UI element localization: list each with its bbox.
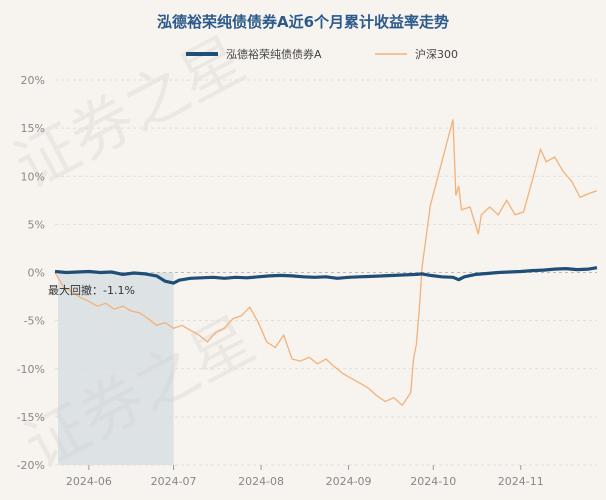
y-tick-label: 0% (28, 267, 45, 280)
y-tick-label: -10% (17, 363, 45, 376)
x-tick-label: 2024-11 (498, 475, 544, 488)
legend-label-fund: 泓德裕荣纯债债券A (226, 47, 322, 61)
x-tick-label: 2024-07 (151, 475, 197, 488)
y-tick-label: -20% (17, 459, 45, 472)
x-axis-ticks: 2024-06 2024-07 2024-08 2024-09 2024-10 2024-… (66, 465, 544, 488)
legend-label-index: 沪深300 (415, 47, 458, 61)
y-tick-label: 15% (21, 122, 45, 135)
chart-title: 泓德裕荣纯债债券A近6个月累计收益率走势 (157, 13, 449, 31)
x-tick-label: 2024-08 (238, 475, 284, 488)
y-tick-label: -5% (24, 315, 45, 328)
y-tick-label: -15% (17, 411, 45, 424)
y-tick-label: 10% (21, 170, 45, 183)
series-line-fund (54, 266, 598, 285)
y-tick-label: 5% (28, 218, 45, 231)
max-drawdown-label: 最大回撤：-1.1% (48, 283, 135, 297)
x-tick-label: 2024-09 (326, 475, 372, 488)
x-tick-label: 2024-10 (410, 475, 456, 488)
gridlines (55, 79, 597, 466)
series-line-csi300 (54, 119, 598, 407)
legend: 泓德裕荣纯债债券A 沪深300 (186, 47, 458, 61)
x-tick-label: 2024-06 (66, 475, 112, 488)
y-axis-ticks: 20% 15% 10% 5% 0% -5% -10% -15% -20% (17, 74, 45, 472)
y-tick-label: 20% (21, 74, 45, 87)
